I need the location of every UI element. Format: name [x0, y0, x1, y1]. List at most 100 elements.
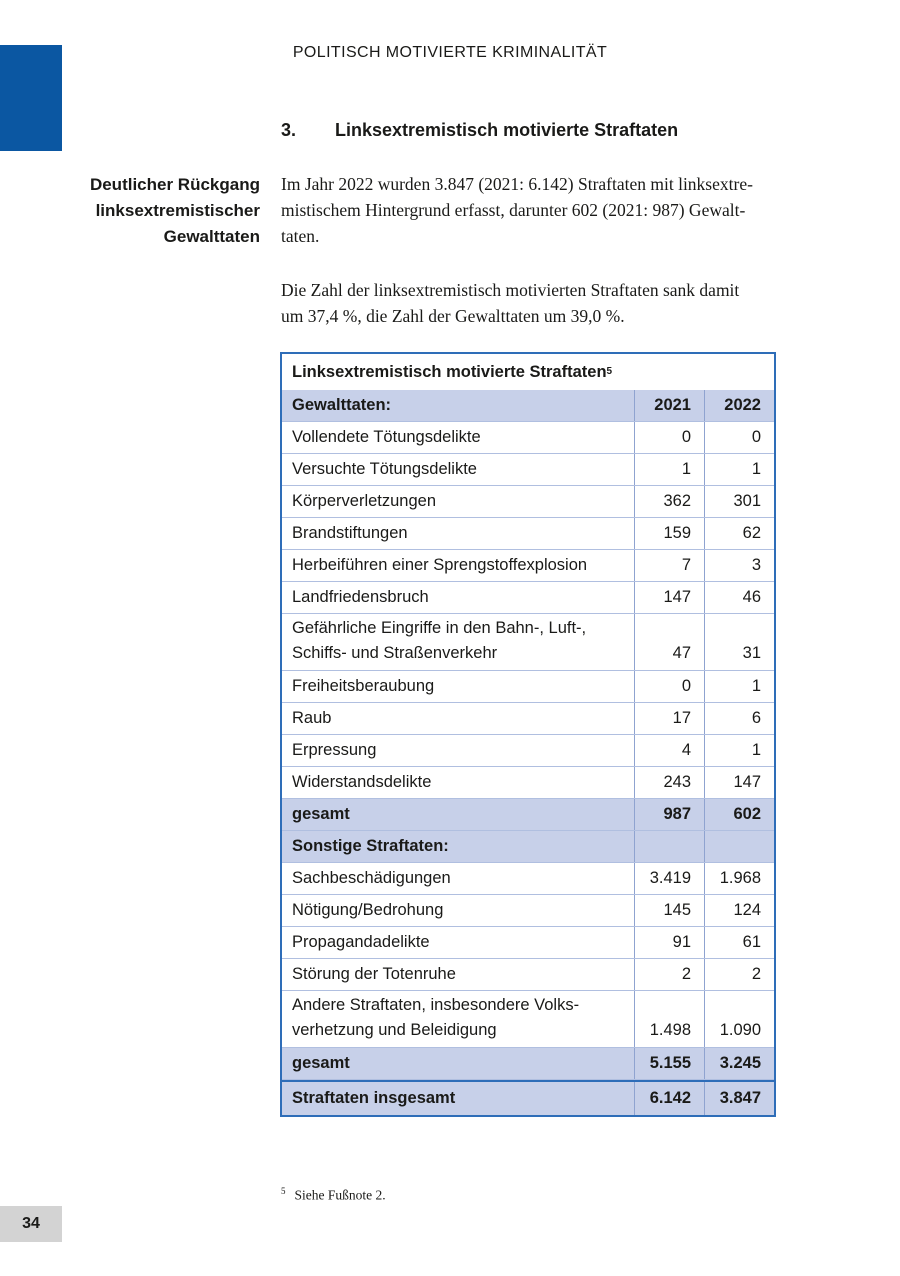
table-row: Sonstige Straftaten: [282, 831, 774, 863]
value-2022: 1.968 [704, 863, 774, 894]
table-row: Landfriedensbruch 147 46 [282, 582, 774, 614]
body-paragraph-2: Die Zahl der linksextremistisch motivier… [281, 277, 781, 329]
row-label: Gewalttaten: [292, 396, 392, 414]
paragraph-line: mistischem Hintergrund erfasst, darunter… [281, 200, 746, 220]
table-row: Andere Straftaten, insbesondere Volks-ve… [282, 991, 774, 1048]
table-row: Vollendete Tötungsdelikte 0 0 [282, 422, 774, 454]
table-row: Sachbeschädigungen 3.419 1.968 [282, 863, 774, 895]
value-2022: 3 [704, 550, 774, 581]
value-2022: 1.090 [704, 991, 774, 1047]
table-row: Freiheitsberaubung 0 1 [282, 671, 774, 703]
value-2022: 46 [704, 582, 774, 613]
table-row: Versuchte Tötungsdelikte 1 1 [282, 454, 774, 486]
value-2021: 2021 [634, 390, 704, 421]
value-2022: 1 [704, 671, 774, 702]
value-2021: 5.155 [634, 1048, 704, 1079]
row-label: Brandstiftungen [292, 524, 408, 542]
value-2021: 0 [634, 422, 704, 453]
row-label: Andere Straftaten, insbesondere Volks-ve… [292, 996, 580, 1039]
value-2021: 243 [634, 767, 704, 798]
margin-note: Deutlicher Rückgang linksextremistischer… [0, 172, 260, 250]
table-row: Widerstandsdelikte 243 147 [282, 767, 774, 799]
value-2022: 2 [704, 959, 774, 990]
section-title: Linksextremistisch motivierte Straftaten [335, 120, 679, 140]
paragraph-line: Die Zahl der linksextremistisch motivier… [281, 280, 740, 300]
table-row: Brandstiftungen 159 62 [282, 518, 774, 550]
footnote: 5 Siehe Fußnote 2. [281, 1186, 386, 1204]
table-row: gesamt 5.155 3.245 [282, 1048, 774, 1080]
row-label: Nötigung/Bedrohung [292, 901, 444, 919]
page-number: 34 [22, 1215, 40, 1232]
margin-note-line: Gewalttaten [163, 227, 260, 246]
table-row: Gefährliche Eingriffe in den Bahn-, Luft… [282, 614, 774, 671]
section-heading: 3. Linksextremistisch motivierte Straftat… [281, 120, 678, 141]
row-label: Widerstandsdelikte [292, 773, 432, 791]
footnote-text: Siehe Fußnote 2. [294, 1187, 386, 1203]
value-2021: 362 [634, 486, 704, 517]
row-label: Störung der Totenruhe [292, 965, 456, 983]
value-2022: 1 [704, 735, 774, 766]
value-2022: 61 [704, 927, 774, 958]
page-number-box: 34 [0, 1206, 62, 1242]
table-body: Gewalttaten: 2021 2022 Vollendete Tötungsde… [282, 390, 774, 1115]
value-2022: 2022 [704, 390, 774, 421]
value-2022: 3.245 [704, 1048, 774, 1079]
row-label: Versuchte Tötungsdelikte [292, 460, 477, 478]
table-row: Körperverletzungen 362 301 [282, 486, 774, 518]
value-2021: 0 [634, 671, 704, 702]
table-title: Linksextremistisch motivierte Straftaten [292, 362, 607, 381]
row-label: Sachbeschädigungen [292, 869, 451, 887]
table-row: Gewalttaten: 2021 2022 [282, 390, 774, 422]
row-label: Vollendete Tötungsdelikte [292, 428, 481, 446]
row-label: Sonstige Straftaten: [292, 837, 449, 855]
margin-note-line: linksextremistischer [95, 201, 260, 220]
table-row: Störung der Totenruhe 2 2 [282, 959, 774, 991]
table-row: Herbeiführen einer Sprengstoffexplosion 7… [282, 550, 774, 582]
paragraph-line: Im Jahr 2022 wurden 3.847 (2021: 6.142) … [281, 174, 753, 194]
value-2021: 1.498 [634, 991, 704, 1047]
value-2021: 147 [634, 582, 704, 613]
running-head: POLITISCH MOTIVIERTE KRIMINALITÄT [292, 44, 608, 61]
corner-marker-block [0, 45, 62, 151]
value-2021: 159 [634, 518, 704, 549]
value-2022: 3.847 [704, 1082, 774, 1115]
row-label: Straftaten insgesamt [292, 1089, 456, 1107]
value-2022 [704, 831, 774, 862]
footnote-ref: 5 [281, 1186, 286, 1196]
body-paragraph-1: Im Jahr 2022 wurden 3.847 (2021: 6.142) … [281, 171, 781, 249]
value-2022: 301 [704, 486, 774, 517]
table-row: Propagandadelikte 91 61 [282, 927, 774, 959]
value-2022: 62 [704, 518, 774, 549]
paragraph-line: um 37,4 %, die Zahl der Gewalttaten um 3… [281, 306, 625, 326]
value-2021: 17 [634, 703, 704, 734]
value-2021: 2 [634, 959, 704, 990]
value-2021: 7 [634, 550, 704, 581]
value-2022: 147 [704, 767, 774, 798]
table-row: Straftaten insgesamt 6.142 3.847 [282, 1080, 774, 1115]
row-label: gesamt [292, 805, 350, 823]
value-2021 [634, 831, 704, 862]
value-2022: 0 [704, 422, 774, 453]
row-label: Gefährliche Eingriffe in den Bahn-, Luft… [292, 619, 587, 662]
table-title-row: Linksextremistisch motivierte Straftaten… [292, 362, 613, 381]
value-2021: 3.419 [634, 863, 704, 894]
table-row: Erpressung 4 1 [282, 735, 774, 767]
row-label: Freiheitsberaubung [292, 677, 435, 695]
row-label: Propagandadelikte [292, 933, 430, 951]
value-2021: 91 [634, 927, 704, 958]
table-row: Raub 17 6 [282, 703, 774, 735]
value-2021: 145 [634, 895, 704, 926]
value-2022: 6 [704, 703, 774, 734]
row-label: gesamt [292, 1054, 350, 1072]
row-label: Körperverletzungen [292, 492, 437, 510]
value-2022: 31 [704, 614, 774, 670]
row-label: Raub [292, 709, 332, 727]
value-2021: 47 [634, 614, 704, 670]
value-2021: 987 [634, 799, 704, 830]
value-2022: 602 [704, 799, 774, 830]
row-label: Landfriedensbruch [292, 588, 429, 606]
row-label: Herbeiführen einer Sprengstoffexplosion [292, 556, 588, 574]
value-2021: 4 [634, 735, 704, 766]
value-2022: 1 [704, 454, 774, 485]
